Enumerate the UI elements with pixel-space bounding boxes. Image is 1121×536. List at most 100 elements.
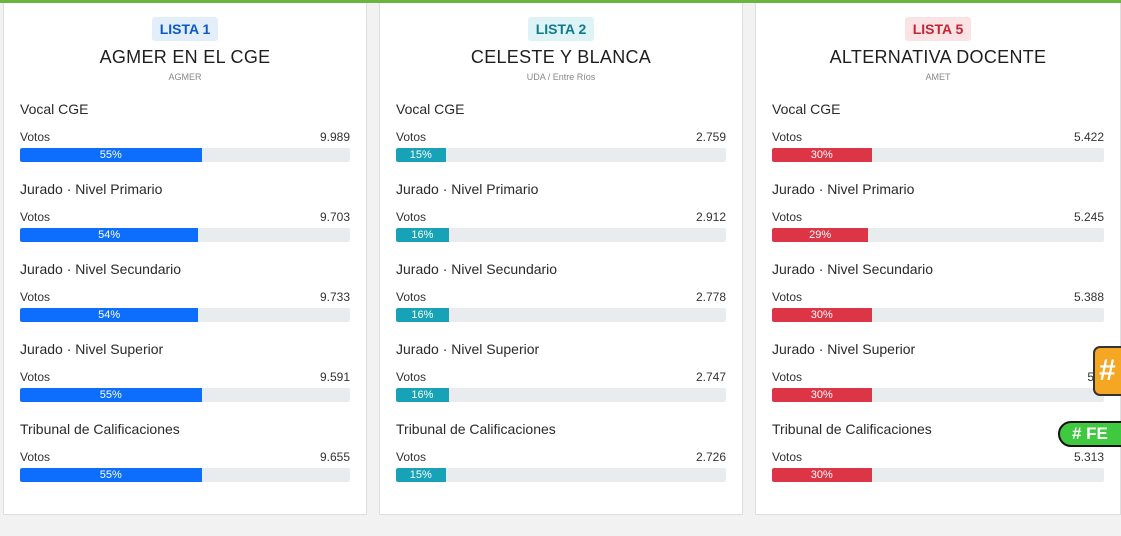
- list-title: CELESTE Y BLANCA: [470, 47, 652, 67]
- progress-track: 55%: [20, 148, 350, 162]
- result-rows: Vocal CGE Votos 2.759 15% Jurado · Nivel …: [380, 99, 742, 499]
- votes-count: 9.591: [319, 370, 350, 384]
- votes-row: Votos 9.591: [20, 370, 350, 384]
- list-subtitle: AMET: [925, 72, 951, 82]
- result-jurado-primario: Jurado · Nivel Primario Votos 2.912 16%: [396, 179, 726, 259]
- result-jurado-primario: Jurado · Nivel Primario Votos 9.703 54%: [20, 179, 350, 259]
- card-header: LISTA 2 CELESTE Y BLANCA UDA / Entre Río…: [380, 3, 742, 83]
- votes-row: Votos 9.989: [20, 130, 350, 144]
- result-rows: Vocal CGE Votos 5.422 30% Jurado · Nivel …: [756, 99, 1120, 499]
- progress-track: 29%: [772, 228, 1104, 242]
- progress-track: 16%: [396, 388, 726, 402]
- result-rows: Vocal CGE Votos 9.989 55% Jurado · Nivel …: [4, 99, 366, 499]
- votes-label: Votos: [396, 450, 427, 464]
- category-title: Vocal CGE: [772, 101, 841, 117]
- votes-row: Votos 5.313: [772, 450, 1104, 464]
- votes-label: Votos: [772, 290, 803, 304]
- result-jurado-superior: Jurado · Nivel Superior Votos 2.747 16%: [396, 339, 726, 419]
- votes-count: 2.747: [695, 370, 726, 384]
- votes-row: Votos 9.733: [20, 290, 350, 304]
- card-header: LISTA 5 ALTERNATIVA DOCENTE AMET: [756, 3, 1120, 83]
- result-tribunal-calificaciones: Tribunal de Calificaciones Votos 5.313 30…: [772, 419, 1104, 499]
- result-vocal-cge: Vocal CGE Votos 2.759 15%: [396, 99, 726, 179]
- votes-row: Votos 9.703: [20, 210, 350, 224]
- progress-track: 30%: [772, 388, 1104, 402]
- votes-label: Votos: [20, 210, 51, 224]
- category-title: Jurado · Nivel Primario: [20, 181, 163, 197]
- votes-label: Votos: [772, 210, 803, 224]
- result-tribunal-calificaciones: Tribunal de Calificaciones Votos 2.726 15…: [396, 419, 726, 499]
- result-jurado-secundario: Jurado · Nivel Secundario Votos 5.388 30%: [772, 259, 1104, 339]
- votes-row: Votos 2.778: [396, 290, 726, 304]
- result-jurado-primario: Jurado · Nivel Primario Votos 5.245 29%: [772, 179, 1104, 259]
- votes-count: 5.422: [1073, 130, 1104, 144]
- votes-count: 9.655: [319, 450, 350, 464]
- votes-label: Votos: [772, 370, 803, 384]
- votes-count: 2.778: [695, 290, 726, 304]
- list-subtitle: AGMER: [168, 72, 202, 82]
- votes-label: Votos: [772, 130, 803, 144]
- category-title: Tribunal de Calificaciones: [396, 421, 556, 437]
- results-cards: LISTA 1 AGMER EN EL CGE AGMER Vocal CGE …: [3, 3, 1121, 515]
- votes-row: Votos 5.388: [772, 290, 1104, 304]
- progress-fill: 30%: [772, 468, 872, 482]
- votes-row: Votos 2.726: [396, 450, 726, 464]
- progress-track: 30%: [772, 468, 1104, 482]
- list-subtitle: UDA / Entre Ríos: [526, 72, 596, 82]
- progress-fill: 30%: [772, 308, 872, 322]
- votes-row: Votos 2.747: [396, 370, 726, 384]
- votes-count: 5.313: [1073, 450, 1104, 464]
- votes-count: 9.733: [319, 290, 350, 304]
- list-badge: LISTA 5: [904, 17, 972, 41]
- list-badge: LISTA 1: [151, 17, 219, 41]
- progress-track: 54%: [20, 308, 350, 322]
- progress-fill: 55%: [20, 388, 202, 402]
- votes-label: Votos: [396, 290, 427, 304]
- category-title: Vocal CGE: [20, 101, 89, 117]
- votes-count: 2.759: [695, 130, 726, 144]
- votes-count: 2.726: [695, 450, 726, 464]
- list-card-lista-1: LISTA 1 AGMER EN EL CGE AGMER Vocal CGE …: [3, 3, 367, 515]
- list-title: ALTERNATIVA DOCENTE: [829, 47, 1047, 67]
- progress-fill: 55%: [20, 148, 202, 162]
- votes-row: Votos 9.655: [20, 450, 350, 464]
- card-header: LISTA 1 AGMER EN EL CGE AGMER: [4, 3, 366, 83]
- progress-fill: 54%: [20, 308, 199, 322]
- progress-fill: 54%: [20, 228, 199, 242]
- votes-row: Votos 5.422: [772, 130, 1104, 144]
- list-title: AGMER EN EL CGE: [99, 47, 271, 67]
- votes-label: Votos: [20, 450, 51, 464]
- votes-count: 5.388: [1073, 290, 1104, 304]
- progress-fill: 55%: [20, 468, 202, 482]
- progress-fill: 16%: [396, 308, 449, 322]
- votes-label: Votos: [20, 130, 51, 144]
- votes-label: Votos: [396, 370, 427, 384]
- result-jurado-secundario: Jurado · Nivel Secundario Votos 9.733 54%: [20, 259, 350, 339]
- votes-row: Votos 2.912: [396, 210, 726, 224]
- votes-count: 9.989: [319, 130, 350, 144]
- result-tribunal-calificaciones: Tribunal de Calificaciones Votos 9.655 55…: [20, 419, 350, 499]
- hashtag-banner-icon[interactable]: # FE: [1058, 421, 1121, 447]
- progress-track: 55%: [20, 468, 350, 482]
- votes-count: 5.245: [1073, 210, 1104, 224]
- votes-count: 9.703: [319, 210, 350, 224]
- category-title: Jurado · Nivel Primario: [396, 181, 539, 197]
- progress-track: 16%: [396, 228, 726, 242]
- category-title: Jurado · Nivel Primario: [772, 181, 915, 197]
- progress-fill: 16%: [396, 388, 449, 402]
- votes-row: Votos 5.245: [772, 210, 1104, 224]
- category-title: Jurado · Nivel Superior: [396, 341, 540, 357]
- progress-fill: 30%: [772, 148, 872, 162]
- progress-fill: 15%: [396, 148, 446, 162]
- votes-label: Votos: [20, 370, 51, 384]
- list-badge: LISTA 2: [527, 17, 595, 41]
- votes-label: Votos: [396, 130, 427, 144]
- progress-fill: 16%: [396, 228, 449, 242]
- top-accent-line: [0, 0, 1121, 3]
- hashtag-sticker-icon[interactable]: #: [1093, 346, 1121, 396]
- progress-track: 30%: [772, 148, 1104, 162]
- category-title: Tribunal de Calificaciones: [772, 421, 932, 437]
- category-title: Tribunal de Calificaciones: [20, 421, 180, 437]
- progress-track: 15%: [396, 468, 726, 482]
